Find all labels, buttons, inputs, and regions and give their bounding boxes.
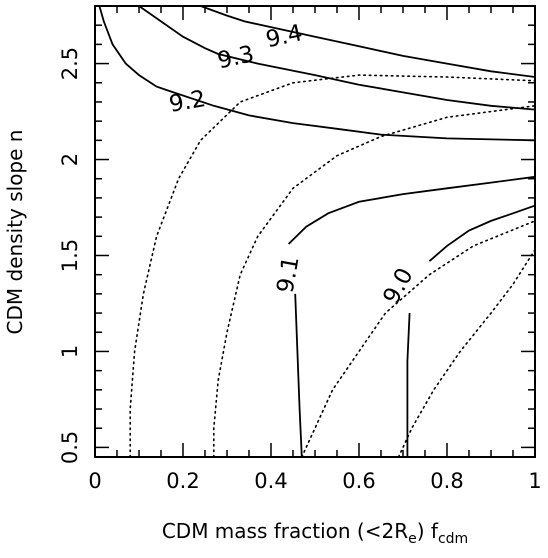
dotted-contour-line <box>129 74 535 457</box>
contour-label: 9.0 <box>379 264 419 309</box>
y-tick-label: 2 <box>58 153 82 166</box>
x-tick-labels: 0 0.2 0.4 0.6 0.8 1 <box>88 469 541 493</box>
y-tick-labels: 0.5 1 1.5 2 2.5 <box>58 47 82 464</box>
x-tick-label: 0 <box>88 469 101 493</box>
contour-label: 9.4 <box>264 20 305 53</box>
x-tick-label: 1 <box>528 469 541 493</box>
dotted-contour-line <box>213 105 535 457</box>
x-tick-label: 0.4 <box>254 469 287 493</box>
x-tick-label: 0.2 <box>166 469 199 493</box>
x-tick-label: 0.8 <box>430 469 463 493</box>
solid-contours <box>98 6 535 457</box>
x-tick-label: 0.6 <box>342 469 375 493</box>
solid-contour-line <box>138 6 535 111</box>
solid-contour-line <box>98 6 535 142</box>
dotted-contour-line <box>397 248 535 457</box>
solid-contour-line <box>200 6 535 78</box>
contour-label: 9.2 <box>167 86 208 118</box>
dotted-contours <box>129 74 535 457</box>
y-tick-label: 1.5 <box>58 239 82 272</box>
solid-contour-line <box>287 175 535 457</box>
x-axis-title: CDM mass fraction (<2Re) fcdm <box>162 519 468 547</box>
y-tick-label: 1 <box>58 345 82 358</box>
y-tick-label: 2.5 <box>58 47 82 80</box>
axis-ticks <box>94 5 536 457</box>
contour-labels: 9.49.39.2 9.1 9.0 <box>167 20 419 308</box>
y-tick-label: 0.5 <box>58 431 82 464</box>
dotted-contour-line <box>301 220 535 457</box>
solid-contour-line <box>406 204 535 457</box>
contour-label: 9.1 <box>273 254 305 295</box>
y-axis-title: CDM density slope n <box>3 130 27 335</box>
contour-label: 9.3 <box>215 41 256 74</box>
